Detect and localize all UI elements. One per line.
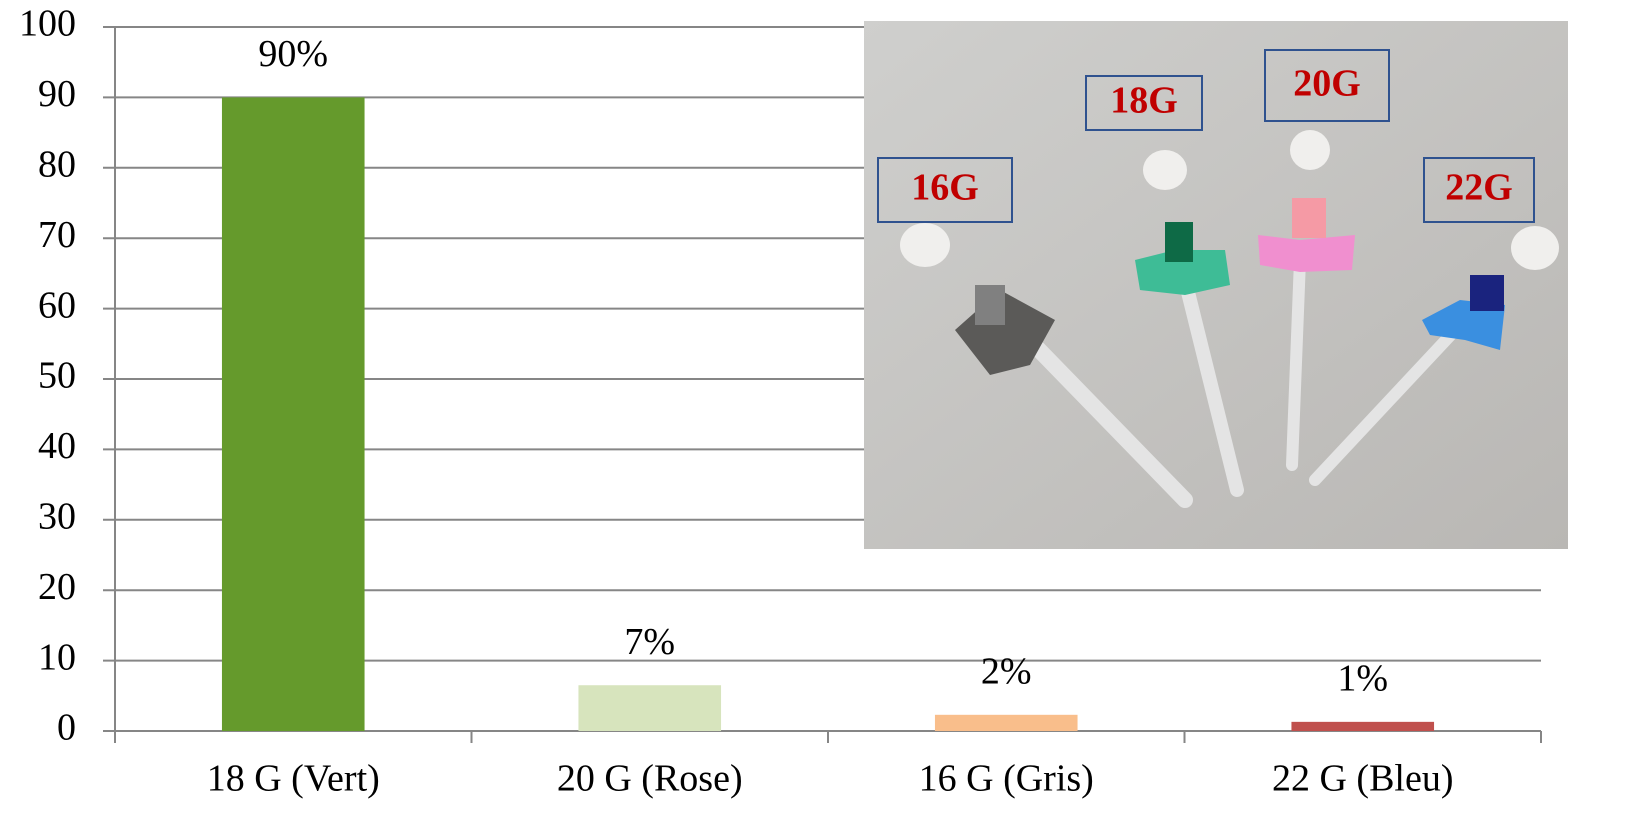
photo-label: 16G bbox=[911, 167, 979, 209]
y-tick-label: 100 bbox=[19, 3, 76, 45]
value-label: 7% bbox=[624, 621, 675, 663]
bar bbox=[1291, 722, 1434, 731]
chart: 0 10 20 30 40 50 60 70 80 90 100 18 G (Vert) 90% 20 G… bbox=[0, 0, 1626, 834]
y-tick-label: 10 bbox=[38, 636, 76, 678]
x-tick-label: 22 G (Bleu) bbox=[1272, 758, 1454, 800]
photo-label: 18G bbox=[1110, 80, 1178, 122]
x-tick-label: 16 G (Gris) bbox=[919, 758, 1094, 800]
value-label: 90% bbox=[258, 33, 328, 75]
x-tick-label: 18 G (Vert) bbox=[207, 758, 380, 800]
y-tick-label: 90 bbox=[38, 73, 76, 115]
x-tick-label: 20 G (Rose) bbox=[557, 758, 743, 800]
bar bbox=[222, 97, 365, 731]
value-label: 2% bbox=[981, 651, 1032, 693]
y-tick-label: 20 bbox=[38, 566, 76, 608]
value-label: 1% bbox=[1337, 658, 1388, 700]
y-tick-label: 70 bbox=[38, 214, 76, 256]
y-tick-label: 0 bbox=[57, 707, 76, 749]
inset-photo: 16G 18G 20G 22G bbox=[864, 21, 1568, 549]
bar bbox=[578, 685, 721, 731]
photo-label: 20G bbox=[1293, 63, 1361, 105]
y-tick-label: 30 bbox=[38, 496, 76, 538]
y-tick-label: 40 bbox=[38, 425, 76, 467]
y-tick-label: 80 bbox=[38, 144, 76, 186]
y-tick-label: 60 bbox=[38, 284, 76, 326]
y-tick-label: 50 bbox=[38, 355, 76, 397]
photo-label: 22G bbox=[1445, 167, 1513, 209]
bar bbox=[935, 715, 1078, 731]
